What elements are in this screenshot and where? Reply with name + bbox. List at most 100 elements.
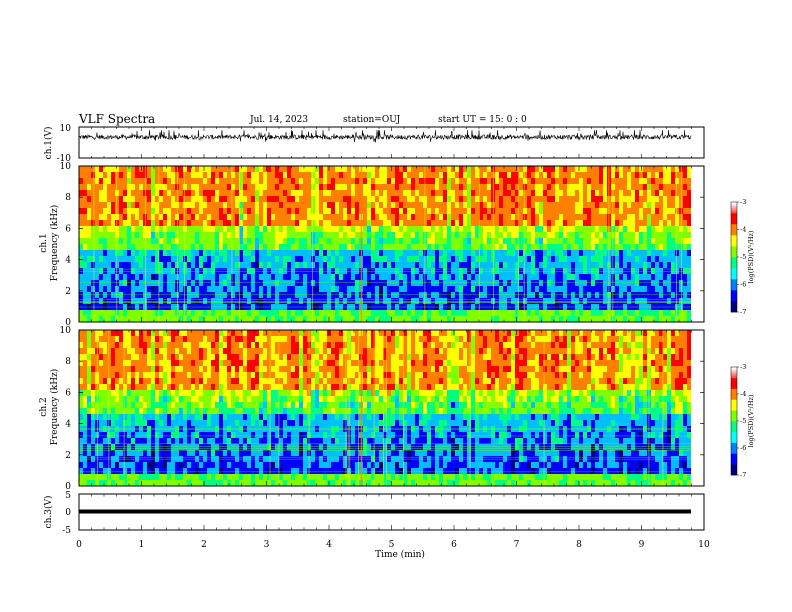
spectrogram-cell [227,208,232,215]
spectrogram-cell [419,238,424,245]
spectrogram-cell [487,310,492,317]
spectrogram-cell [683,178,688,185]
spectrogram-cell [207,190,212,197]
spectrogram-cell [499,202,504,209]
spectrogram-cell [471,262,476,269]
spectrogram-cell [319,214,324,221]
spectrogram-cell [199,354,204,361]
spectrogram-cell [439,184,444,191]
spectrogram-cell [195,202,200,209]
spectrogram-cell [443,184,448,191]
spectrogram-cell [259,256,264,263]
spectrogram-cell [287,226,292,233]
spectrogram-cell [87,292,92,299]
spectrogram-cell [247,354,252,361]
spectrogram-cell [647,202,652,209]
spectrogram-cell [471,190,476,197]
spectrogram-cell [343,190,348,197]
spectrogram-cell [379,316,384,323]
spectrogram-cell [515,354,520,361]
spectrogram-cell [419,310,424,317]
spectrogram-cell [643,354,648,361]
spectrogram-cell [407,310,412,317]
spectrogram-cell [407,348,412,355]
spectrogram-cell [439,292,444,299]
spectrogram-cell [307,262,312,269]
spectrogram-cell [651,250,656,257]
spectrogram-cell [87,316,92,323]
spectrogram-cell [319,292,324,299]
spectrogram-cell [291,336,296,343]
spectrogram-cell [347,202,352,209]
spectrogram-cell [255,220,260,227]
spectrogram-cell [499,330,504,337]
spectrogram-cell [655,172,660,179]
spectrogram-cell [251,172,256,179]
spectrogram-cell [655,330,660,337]
spectrogram-cell [291,250,296,257]
spectrogram-cell [567,348,572,355]
ch1-colorbar: -3-4-5-6-7 [730,198,746,316]
spectrogram-cell [163,316,168,323]
spectrogram-cell [659,184,664,191]
spectrogram-cell [199,190,204,197]
spectrogram-cell [111,250,116,257]
spectrogram-cell [355,286,360,293]
spectrogram-cell [307,226,312,233]
spectrogram-cell [683,336,688,343]
spectrogram-cell [427,316,432,323]
spectrogram-cell [455,330,460,337]
spectrogram-cell [459,316,464,323]
spectrogram-cell [547,280,552,287]
spectrogram-cell [279,286,284,293]
spectrogram-cell [419,330,424,337]
spectrogram-cell [195,232,200,239]
spectrogram-cell [247,256,252,263]
spectrogram-cell [315,196,320,203]
spectrogram-cell [435,220,440,227]
spectrogram-cell [351,244,356,251]
spectrogram-cell [115,226,120,233]
spectrogram-cell [239,214,244,221]
spectrogram-cell [179,292,184,299]
spectrogram-cell [279,244,284,251]
spectrogram-cell [631,232,636,239]
spectrogram-cell [383,208,388,215]
spectrogram-cell [127,184,132,191]
spectrogram-cell [123,214,128,221]
spectrogram-cell [479,232,484,239]
spectrogram-cell [511,316,516,323]
spectrogram-cell [415,336,420,343]
spectrogram-cell [647,250,652,257]
spectrogram-cell [255,214,260,221]
spectrogram-cell [543,232,548,239]
spectrogram-cell [463,232,468,239]
spectrogram-cell [303,274,308,281]
spectrogram-cell [547,316,552,323]
spectrogram-cell [619,238,624,245]
spectrogram-cell [487,244,492,251]
spectrogram-cell [415,226,420,233]
spectrogram-cell [599,336,604,343]
spectrogram-cell [375,280,380,287]
spectrogram-cell [167,172,172,179]
spectrogram-cell [319,342,324,349]
spectrogram-cell [343,172,348,179]
spectrogram-cell [411,292,416,299]
spectrogram-cell [579,316,584,323]
spectrogram-cell [639,220,644,227]
spectrogram-cell [223,348,228,355]
spectrogram-cell [403,226,408,233]
spectrogram-cell [475,244,480,251]
spectrogram-cell [499,336,504,343]
spectrogram-cell [527,262,532,269]
spectrogram-cell [459,280,464,287]
spectrogram-cell [231,184,236,191]
spectrogram-cell [299,286,304,293]
spectrogram-cell [571,330,576,337]
spectrogram-cell [351,220,356,227]
spectrogram-cell [527,226,532,233]
spectrogram-cell [451,184,456,191]
spectrogram-cell [555,184,560,191]
spectrogram-cell [303,280,308,287]
